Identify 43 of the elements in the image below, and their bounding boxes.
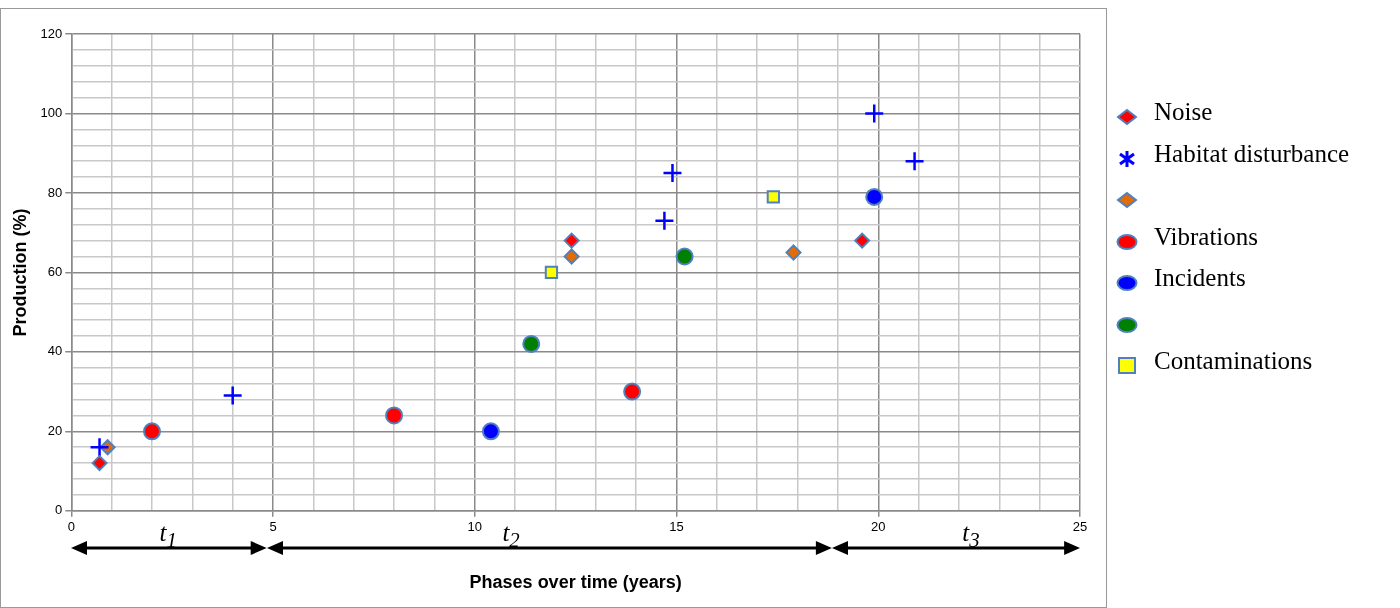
point — [654, 210, 675, 231]
point — [481, 422, 500, 441]
point — [854, 232, 871, 249]
x-tick-label: 0 — [67, 519, 75, 535]
point — [222, 385, 243, 406]
point — [865, 187, 884, 206]
point — [544, 265, 559, 280]
point — [662, 162, 683, 184]
legend-label: Noise — [1154, 98, 1213, 126]
point — [766, 190, 781, 204]
x-tick-label: 20 — [871, 519, 886, 535]
y-tick-label: 20 — [47, 422, 63, 438]
point — [563, 248, 580, 265]
text: t$_{1}$ — [159, 518, 177, 553]
y-tick-label: 80 — [47, 184, 63, 200]
point — [563, 232, 580, 249]
legend-label: Incidents — [1154, 264, 1246, 292]
point — [863, 103, 885, 124]
y-tick-label: 120 — [40, 25, 63, 41]
x-tick-label: 5 — [269, 519, 277, 535]
point — [623, 382, 642, 401]
point — [142, 422, 161, 441]
point — [89, 436, 110, 458]
y-tick-label: 40 — [47, 343, 63, 359]
point — [385, 406, 404, 425]
point — [904, 150, 925, 172]
x-axis-title: Phases over time (years) — [469, 572, 682, 593]
y-tick-label: 0 — [55, 502, 63, 518]
y-tick-label: 60 — [47, 263, 63, 279]
x-tick-label: 15 — [669, 519, 684, 535]
point — [675, 247, 694, 266]
text: t$_{2}$ — [502, 518, 520, 553]
point — [91, 455, 108, 472]
x-tick-label: 25 — [1072, 519, 1088, 535]
legend-label: Habitat disturbance — [1154, 139, 1350, 168]
y-axis-title: Production (%) — [9, 208, 30, 337]
point — [785, 244, 802, 261]
legend-label: Contaminations — [1154, 347, 1313, 375]
text: t$_{3}$ — [962, 518, 980, 553]
point — [522, 334, 541, 353]
x-tick-label: 10 — [467, 519, 483, 535]
y-tick-label: 100 — [40, 105, 63, 121]
legend-label: Vibrations — [1154, 222, 1259, 251]
